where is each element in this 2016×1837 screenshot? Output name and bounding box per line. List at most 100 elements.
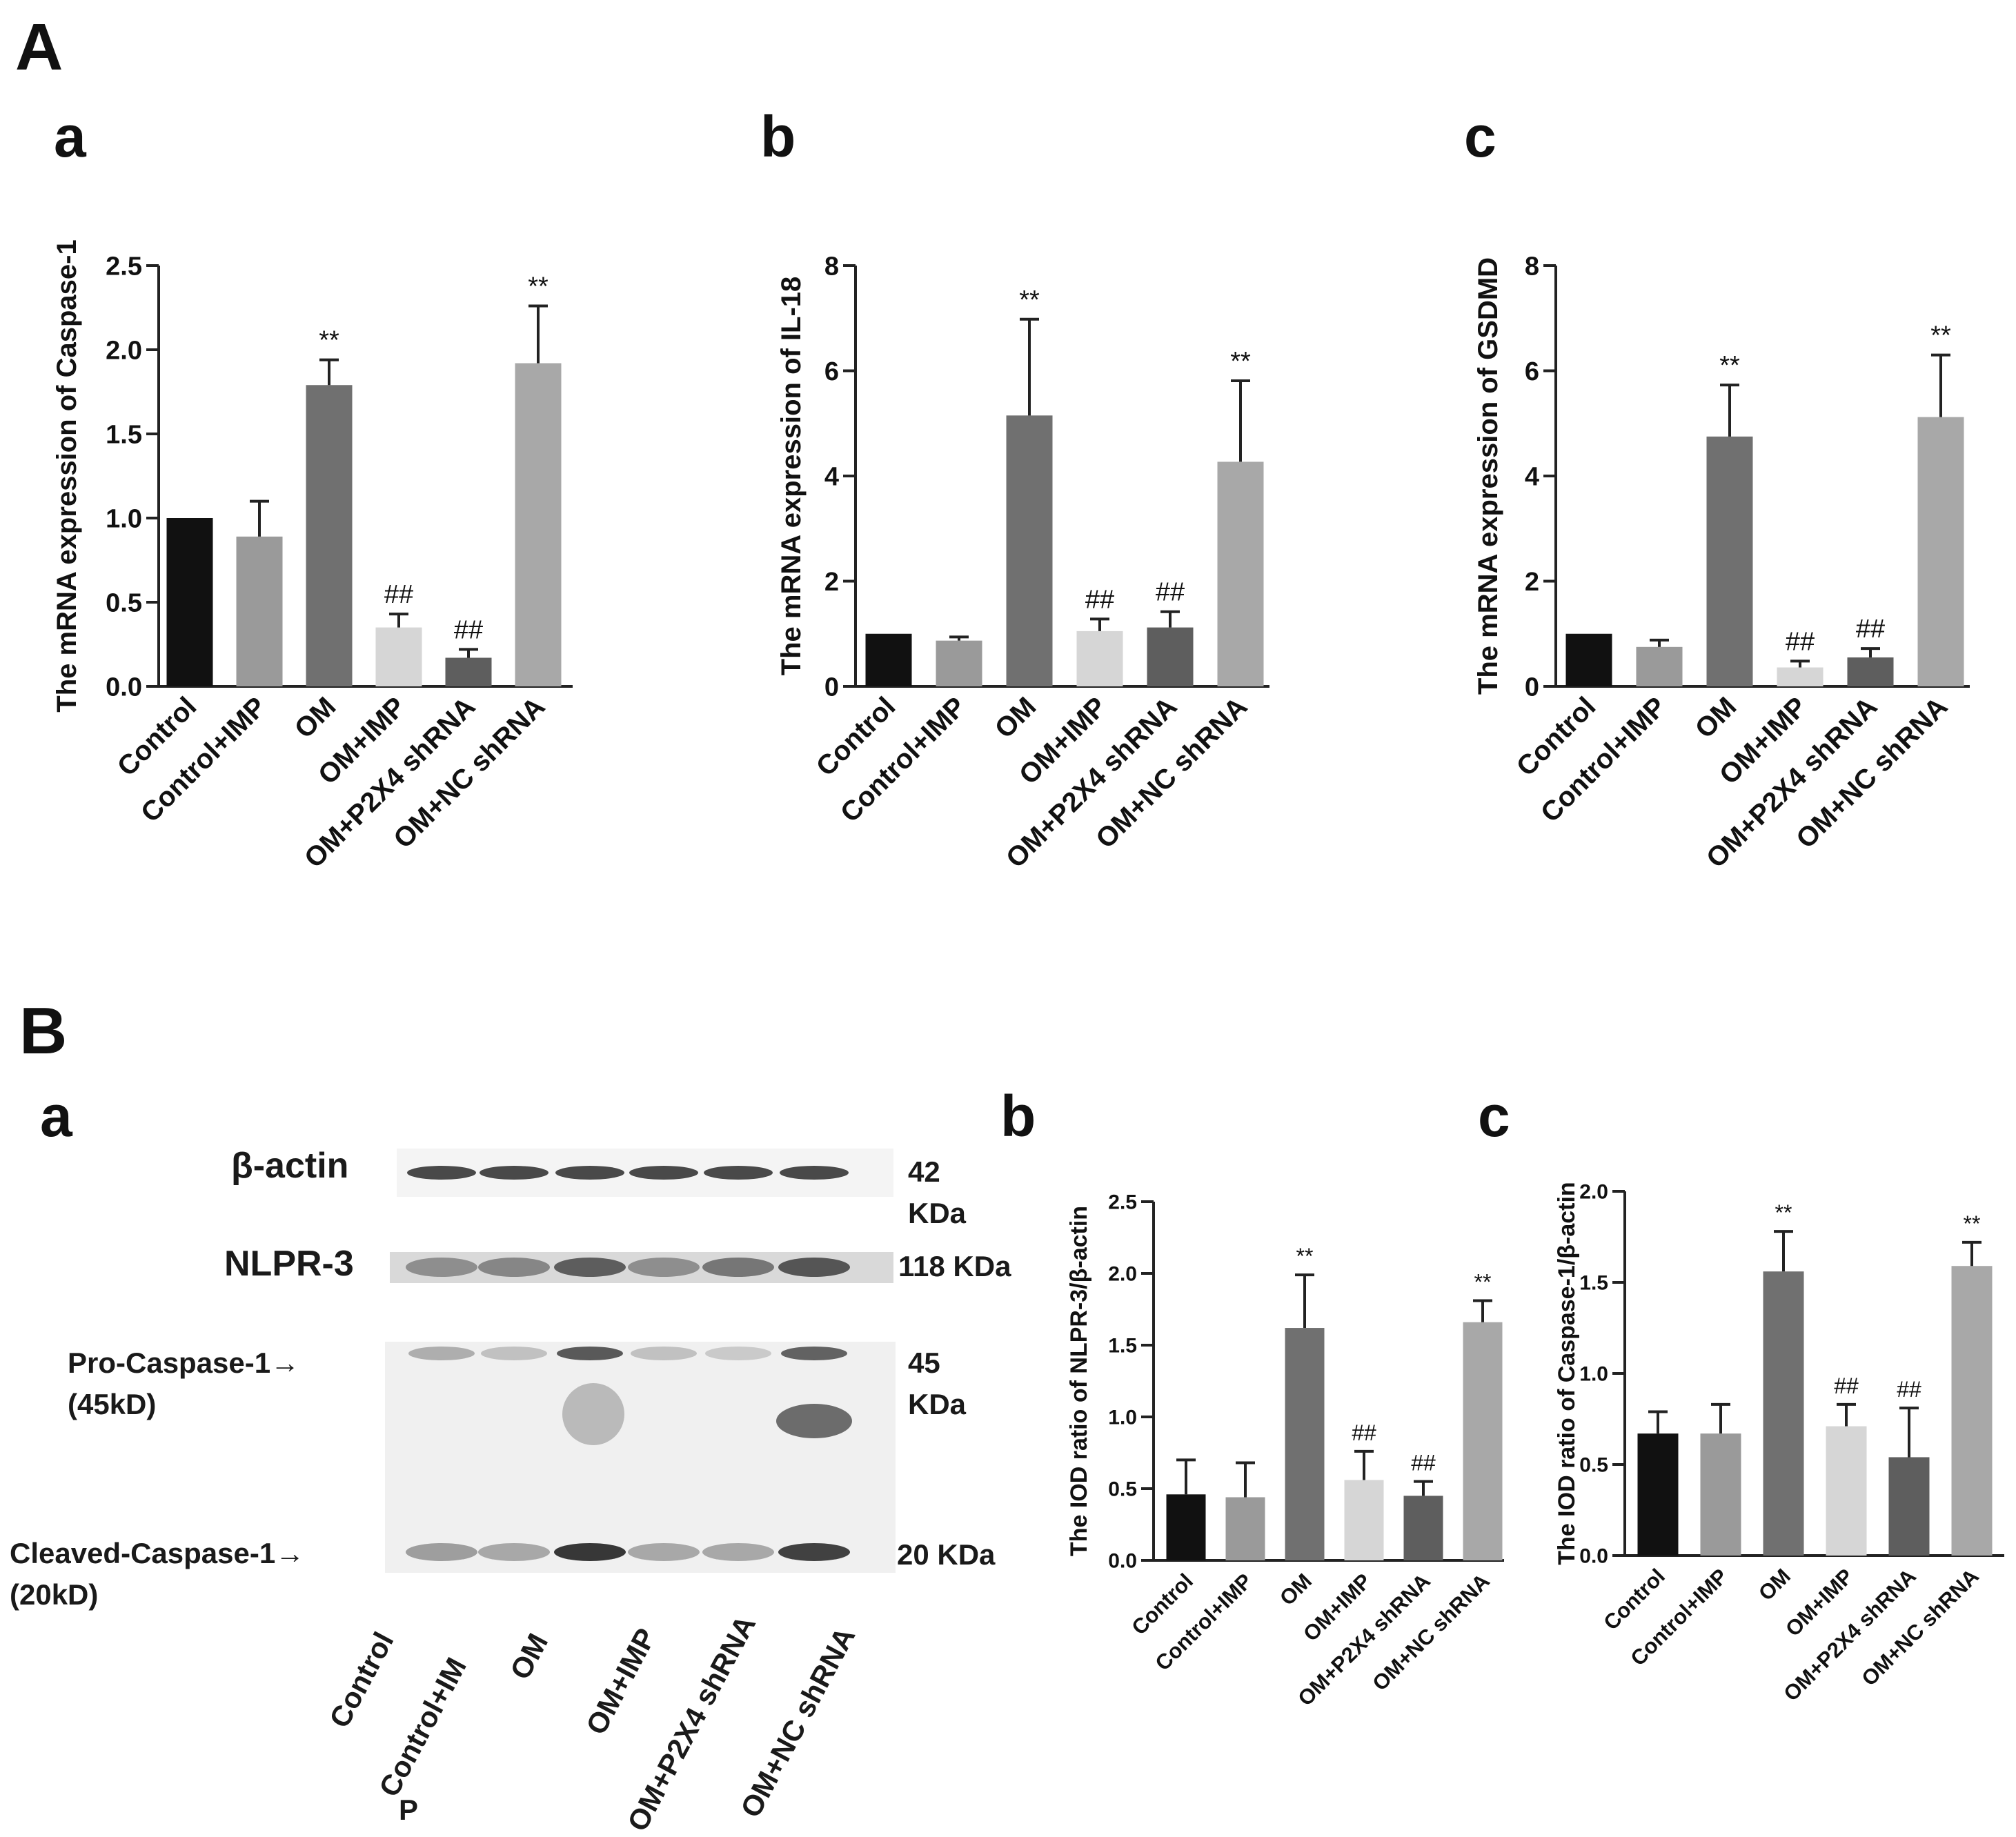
bar: [1225, 1497, 1265, 1560]
significance-mark: ##: [1411, 1451, 1436, 1476]
wb-band-nlpr3: [406, 1258, 477, 1277]
bar: [1700, 1433, 1741, 1556]
significance-mark: ##: [1897, 1377, 1921, 1402]
y-tick-label: 6: [824, 357, 839, 386]
bar: [1344, 1480, 1384, 1560]
wb-size-45: 45: [908, 1347, 940, 1379]
wb-smear: [776, 1404, 852, 1438]
bar: [1888, 1457, 1930, 1556]
wb-lane-control-im-suffix: P: [399, 1794, 419, 1826]
wb-band-cleaved-caspase: [628, 1543, 700, 1561]
y-tick-label: 1.5: [106, 420, 142, 449]
wb-band-actin: [629, 1166, 698, 1180]
wb-band-pro-caspase: [705, 1347, 771, 1360]
wb-band-nlpr3: [778, 1258, 850, 1277]
bar: [1763, 1271, 1804, 1556]
wb-band-nlpr3: [554, 1258, 626, 1277]
panel-ba-label: a: [40, 1084, 72, 1149]
y-tick-label: 1.0: [1108, 1407, 1137, 1429]
bar: [445, 657, 492, 686]
bar: [1147, 627, 1194, 686]
wb-row-pro-caspase-size: (45kD): [68, 1388, 157, 1420]
wb-size-42-unit: KDa: [908, 1197, 967, 1229]
significance-mark: ##: [1352, 1420, 1376, 1445]
significance-mark: ##: [1156, 578, 1185, 607]
y-axis-label: The mRNA expression of IL-18: [776, 277, 807, 676]
y-tick-label: 6: [1525, 357, 1539, 386]
y-tick-label: 2.0: [106, 336, 142, 365]
wb-band-pro-caspase: [631, 1347, 697, 1360]
category-label: OM: [1754, 1564, 1795, 1605]
wb-band-actin: [407, 1166, 476, 1180]
wb-row-nlpr3: NLPR-3: [224, 1244, 354, 1284]
bar: [236, 536, 283, 686]
significance-mark: ##: [1786, 627, 1815, 656]
y-tick-label: 0.5: [106, 588, 142, 617]
y-tick-label: 0.0: [1579, 1545, 1608, 1568]
bar: [166, 518, 213, 686]
bar: [1565, 633, 1612, 686]
y-tick-label: 2.0: [1108, 1263, 1137, 1286]
category-label: OM+NC shRNA: [1857, 1564, 1984, 1691]
section-b-label: B: [19, 994, 68, 1068]
y-tick-label: 8: [1525, 252, 1539, 281]
bar: [1826, 1426, 1867, 1556]
y-tick-label: 0: [824, 673, 839, 702]
wb-row-pro-caspase: Pro-Caspase-1→: [68, 1347, 300, 1379]
bar: [306, 385, 353, 686]
y-tick-label: 0.5: [1108, 1478, 1137, 1501]
significance-mark: **: [1964, 1211, 1981, 1236]
panel-aa-label: a: [54, 104, 86, 169]
wb-band-actin: [480, 1166, 549, 1180]
wb-band-cleaved-caspase: [702, 1543, 774, 1561]
y-tick-label: 4: [824, 462, 839, 491]
y-tick-label: 2: [1525, 568, 1539, 597]
significance-mark: ##: [454, 615, 483, 644]
bar: [1006, 415, 1053, 686]
y-tick-label: 0: [1525, 673, 1539, 702]
wb-band-pro-caspase: [557, 1347, 623, 1360]
wb-band-cleaved-caspase: [478, 1543, 550, 1561]
bar: [1285, 1328, 1325, 1560]
category-label: Control+IMP: [835, 691, 971, 828]
wb-size-118: 118 KDa: [898, 1250, 1011, 1282]
wb-smear: [562, 1383, 624, 1445]
wb-band-cleaved-caspase: [406, 1543, 477, 1561]
y-tick-label: 0.0: [106, 673, 142, 702]
category-label: OM: [989, 691, 1042, 744]
significance-mark: **: [319, 326, 339, 355]
wb-band-nlpr3: [478, 1258, 550, 1277]
y-axis-label: The IOD ratio of NLPR-3/β-actin: [1066, 1206, 1092, 1556]
significance-mark: **: [528, 272, 549, 301]
y-axis-label: The mRNA expression of GSDMD: [1473, 257, 1503, 695]
y-tick-label: 1.5: [1579, 1272, 1608, 1295]
wb-band-actin: [704, 1166, 773, 1180]
significance-mark: **: [1930, 321, 1951, 350]
wb-size-20: 20 KDa: [897, 1538, 996, 1571]
wb-band-cleaved-caspase: [554, 1543, 626, 1561]
panel-bc-label: c: [1478, 1084, 1510, 1149]
panel-ac-label: c: [1464, 104, 1496, 169]
panel-ab-label: b: [760, 104, 796, 169]
category-label: OM: [1275, 1569, 1316, 1610]
significance-mark: **: [1719, 351, 1740, 380]
y-tick-label: 0.5: [1579, 1454, 1608, 1477]
wb-strip-caspase: [385, 1342, 896, 1573]
significance-mark: **: [1296, 1244, 1314, 1269]
bar: [1636, 646, 1683, 686]
bar: [1637, 1433, 1679, 1556]
bar: [1166, 1494, 1206, 1560]
bar: [375, 627, 422, 686]
y-tick-label: 4: [1525, 462, 1539, 491]
significance-mark: **: [1230, 347, 1251, 376]
wb-row-beta-actin: β-actin: [231, 1146, 349, 1186]
wb-row-cleaved-caspase: Cleaved-Caspase-1→: [10, 1537, 305, 1569]
wb-row-cleaved-caspase-size: (20kD): [10, 1578, 99, 1611]
wb-band-pro-caspase: [408, 1347, 475, 1360]
wb-size-45-unit: KDa: [908, 1388, 967, 1420]
category-label: OM: [1690, 691, 1743, 744]
y-tick-label: 1.0: [106, 504, 142, 533]
y-axis-label: The IOD ratio of Caspase-1/β-actin: [1554, 1182, 1580, 1565]
bar: [1706, 436, 1753, 686]
